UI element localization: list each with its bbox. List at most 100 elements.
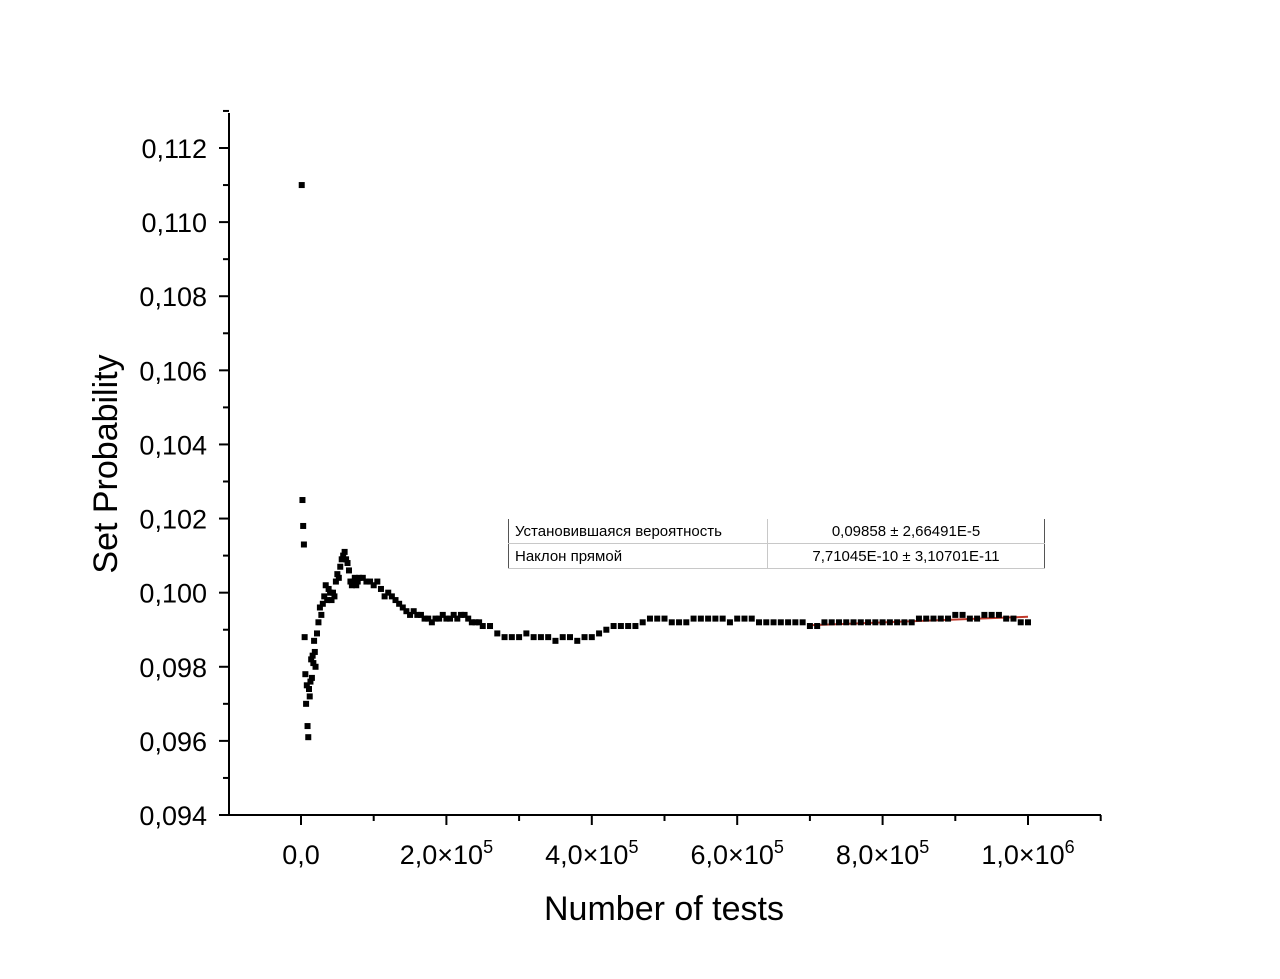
data-point [537,634,544,641]
data-point [337,563,344,570]
data-point [454,615,461,622]
data-point [407,611,414,618]
data-point [617,623,624,630]
data-point [465,615,472,622]
data-point [300,541,307,548]
x-tick-label: 1,0×106 [981,837,1074,870]
data-point [425,615,432,622]
y-tick-label: 0,102 [139,505,207,535]
data-point [468,619,475,626]
data-point [305,686,312,693]
data-point [763,619,770,626]
data-point [523,630,530,637]
data-point [396,600,403,607]
data-point [299,497,306,504]
x-axis-title: Number of tests [544,890,784,928]
data-point [472,619,479,626]
data-point [632,623,639,630]
data-point [952,611,959,618]
data-point [923,615,930,622]
data-point [417,611,424,618]
data-point [494,630,501,637]
data-point [930,615,937,622]
x-tick-label: 4,0×105 [545,837,638,870]
data-point [770,619,777,626]
data-point [399,604,406,611]
data-point [436,615,443,622]
data-point [311,648,318,655]
data-point [574,637,581,644]
data-point [610,623,617,630]
data-point [457,611,464,618]
data-point [559,634,566,641]
data-point [328,597,335,604]
data-point [1010,615,1017,622]
data-point [331,593,338,600]
data-point [726,619,733,626]
y-tick-label: 0,108 [139,282,207,312]
data-point [654,615,661,622]
y-tick-label: 0,110 [141,208,207,238]
data-point [566,634,573,641]
data-point [414,611,421,618]
data-point [828,619,835,626]
data-point [377,585,384,592]
data-point [311,637,318,644]
data-point [439,611,446,618]
data-point [705,615,712,622]
data-point [344,560,351,567]
data-point [894,619,901,626]
table-row: Наклон прямой 7,71045E-10 ± 3,10701E-11 [508,543,1045,569]
data-point [777,619,784,626]
data-point [356,574,363,581]
data-point [683,619,690,626]
data-point [461,611,468,618]
table-row: Установившаяся вероятность 0,09858 ± 2,6… [508,519,1045,544]
data-point [351,574,358,581]
data-point [305,734,312,741]
data-point [410,608,417,615]
data-point [334,571,341,578]
data-point [821,619,828,626]
data-point [421,615,428,622]
data-point [476,619,483,626]
data-point [450,611,457,618]
data-point [806,623,813,630]
data-point [301,634,308,641]
data-point [363,578,370,585]
data-point [625,623,632,630]
data-point [603,626,610,633]
data-point [843,619,850,626]
data-point [324,597,331,604]
data-point [719,615,726,622]
x-tick-label: 2,0×105 [400,837,493,870]
data-point [639,619,646,626]
fit-results-table: Установившаяся вероятность 0,09858 ± 2,6… [508,519,1045,569]
data-points [298,182,1031,741]
data-point [321,593,328,600]
data-point [370,582,377,589]
data-point [552,637,559,644]
data-point [886,619,893,626]
data-point [354,578,361,585]
data-point [443,615,450,622]
data-point [596,630,603,637]
data-point [901,619,908,626]
y-tick-label: 0,096 [139,727,207,757]
data-point [310,660,317,667]
data-point [712,615,719,622]
data-point [428,619,435,626]
y-tick-label: 0,098 [139,653,207,683]
data-point [748,615,755,622]
data-point [315,619,322,626]
data-point [915,615,922,622]
data-point [995,611,1002,618]
data-point [814,623,821,630]
data-point [581,634,588,641]
param-name: Установившаяся вероятность [508,519,768,544]
data-point [785,619,792,626]
data-point [908,619,915,626]
data-point [545,634,552,641]
data-point [343,556,350,563]
